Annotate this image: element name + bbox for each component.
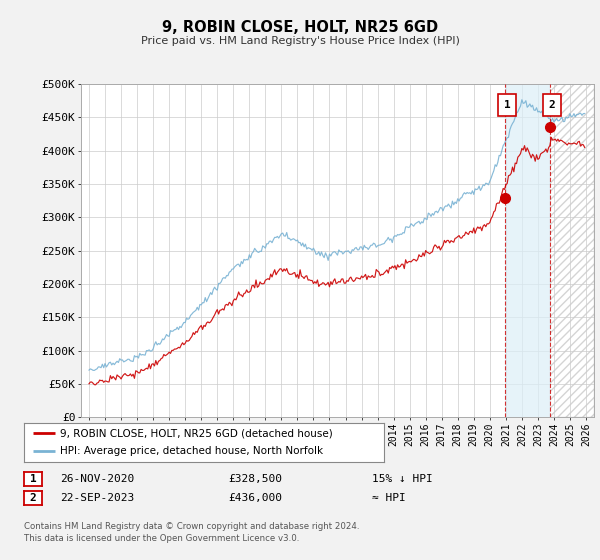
FancyBboxPatch shape bbox=[544, 94, 561, 116]
Text: Price paid vs. HM Land Registry's House Price Index (HPI): Price paid vs. HM Land Registry's House … bbox=[140, 36, 460, 46]
FancyBboxPatch shape bbox=[499, 94, 516, 116]
Text: £328,500: £328,500 bbox=[228, 474, 282, 484]
Text: ≈ HPI: ≈ HPI bbox=[372, 493, 406, 503]
Text: 1: 1 bbox=[504, 100, 511, 110]
Text: 9, ROBIN CLOSE, HOLT, NR25 6GD (detached house): 9, ROBIN CLOSE, HOLT, NR25 6GD (detached… bbox=[60, 428, 333, 438]
Text: 22-SEP-2023: 22-SEP-2023 bbox=[60, 493, 134, 503]
Bar bbox=[550, 84, 594, 417]
Text: 1: 1 bbox=[29, 474, 37, 483]
Text: 26-NOV-2020: 26-NOV-2020 bbox=[60, 474, 134, 484]
Bar bbox=[505, 84, 550, 417]
Text: £436,000: £436,000 bbox=[228, 493, 282, 503]
Text: 9, ROBIN CLOSE, HOLT, NR25 6GD: 9, ROBIN CLOSE, HOLT, NR25 6GD bbox=[162, 20, 438, 35]
Text: 2: 2 bbox=[29, 493, 37, 503]
Text: 15% ↓ HPI: 15% ↓ HPI bbox=[372, 474, 433, 484]
Text: Contains HM Land Registry data © Crown copyright and database right 2024.
This d: Contains HM Land Registry data © Crown c… bbox=[24, 522, 359, 543]
Text: HPI: Average price, detached house, North Norfolk: HPI: Average price, detached house, Nort… bbox=[60, 446, 323, 456]
Text: 2: 2 bbox=[549, 100, 556, 110]
